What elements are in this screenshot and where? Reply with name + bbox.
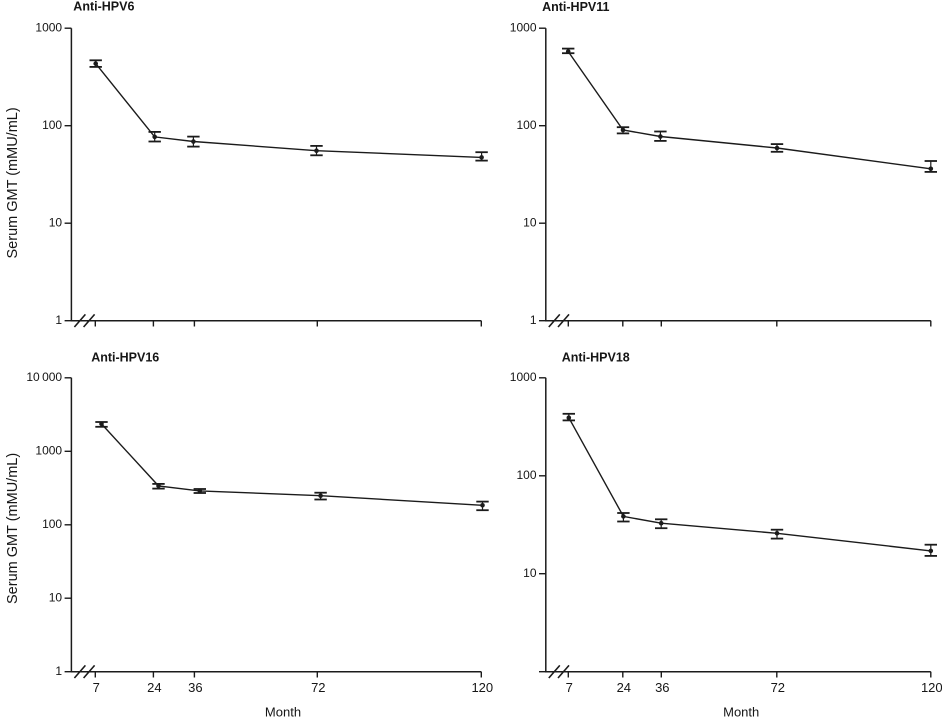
svg-text:Anti-HPV11: Anti-HPV11 xyxy=(542,0,609,14)
svg-text:Anti-HPV18: Anti-HPV18 xyxy=(562,351,630,365)
svg-text:Month: Month xyxy=(265,705,301,719)
svg-text:100: 100 xyxy=(516,468,536,482)
svg-text:36: 36 xyxy=(655,680,669,695)
svg-text:Anti-HPV6: Anti-HPV6 xyxy=(73,0,134,14)
svg-text:1000: 1000 xyxy=(35,21,62,35)
svg-text:1000: 1000 xyxy=(35,444,62,458)
svg-text:10: 10 xyxy=(523,216,537,230)
svg-text:7: 7 xyxy=(566,680,573,695)
svg-text:Month: Month xyxy=(723,705,759,719)
svg-text:36: 36 xyxy=(188,680,202,695)
svg-text:72: 72 xyxy=(311,680,325,695)
svg-text:72: 72 xyxy=(771,680,785,695)
svg-text:10 000: 10 000 xyxy=(26,370,62,384)
svg-text:7: 7 xyxy=(93,680,100,695)
svg-text:1000: 1000 xyxy=(510,21,537,35)
svg-text:Serum GMT (mMU/mL): Serum GMT (mMU/mL) xyxy=(5,107,21,258)
svg-text:24: 24 xyxy=(617,680,631,695)
svg-text:24: 24 xyxy=(147,680,161,695)
svg-text:1000: 1000 xyxy=(510,370,537,384)
svg-text:120: 120 xyxy=(921,680,942,695)
svg-text:120: 120 xyxy=(471,680,493,695)
svg-text:10: 10 xyxy=(523,566,537,580)
svg-text:100: 100 xyxy=(516,118,536,132)
svg-text:Serum GMT (mMU/mL): Serum GMT (mMU/mL) xyxy=(5,453,21,604)
svg-text:Anti-HPV16: Anti-HPV16 xyxy=(91,350,159,364)
svg-text:10: 10 xyxy=(49,591,63,605)
svg-text:100: 100 xyxy=(42,517,62,531)
svg-text:1: 1 xyxy=(55,664,62,678)
svg-text:10: 10 xyxy=(49,216,63,230)
svg-text:100: 100 xyxy=(42,118,62,132)
svg-text:1: 1 xyxy=(55,313,62,327)
svg-text:1: 1 xyxy=(530,313,537,327)
